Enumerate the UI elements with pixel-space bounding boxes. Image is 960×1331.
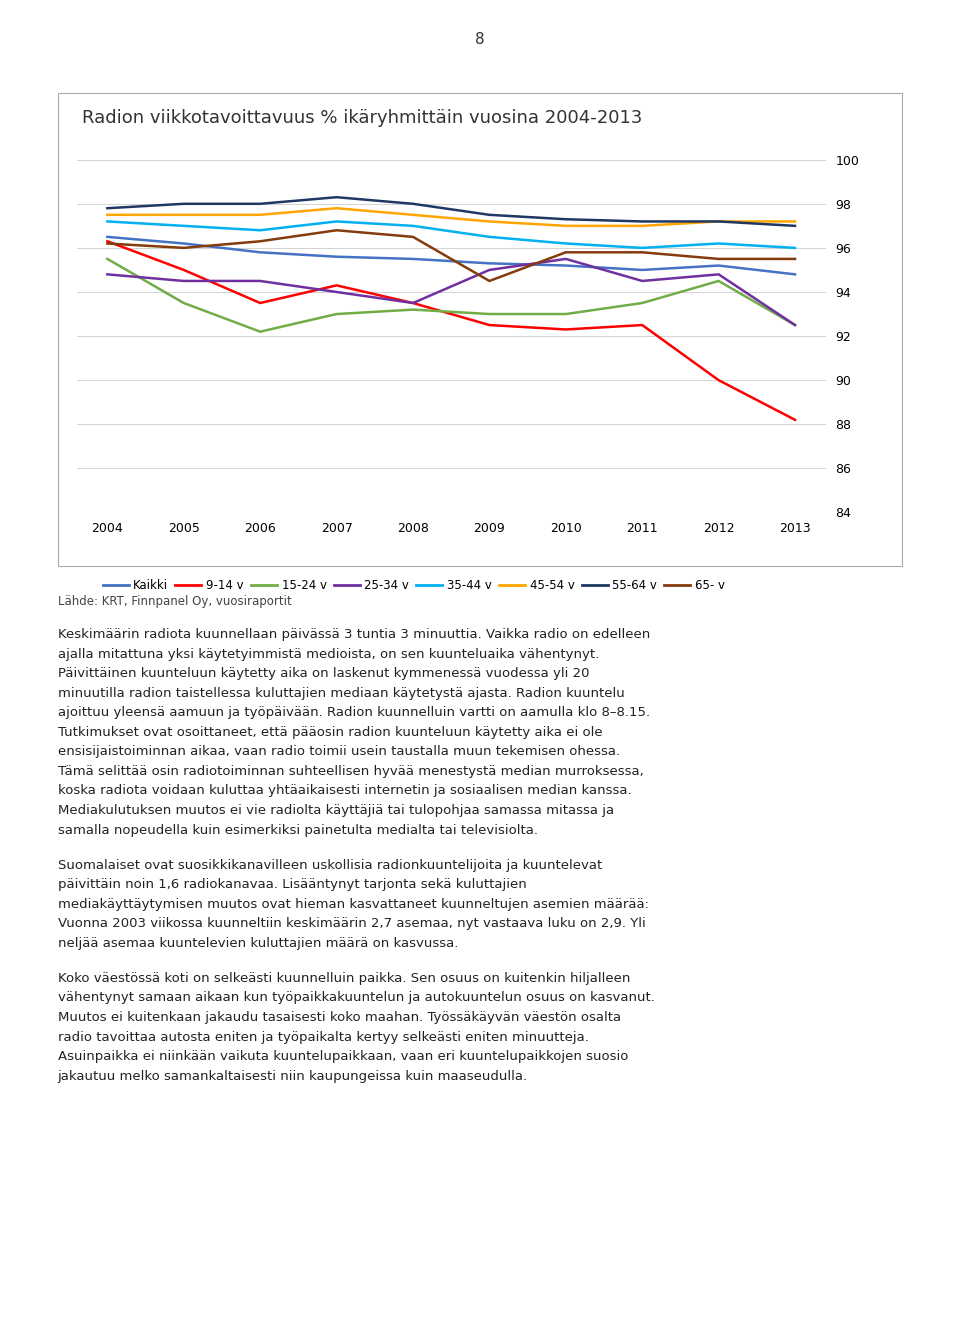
Text: Mediakulutuksen muutos ei vie radiolta käyttäjiä tai tulopohjaa samassa mitassa : Mediakulutuksen muutos ei vie radiolta k…	[58, 804, 613, 817]
Text: minuutilla radion taistellessa kuluttajien mediaan käytetystä ajasta. Radion kuu: minuutilla radion taistellessa kuluttaji…	[58, 687, 624, 700]
Text: Koko väestössä koti on selkeästi kuunnelluin paikka. Sen osuus on kuitenkin hilj: Koko väestössä koti on selkeästi kuunnel…	[58, 972, 630, 985]
Text: Asuinpaikka ei niinkään vaikuta kuuntelupaikkaan, vaan eri kuuntelupaikkojen suo: Asuinpaikka ei niinkään vaikuta kuuntelu…	[58, 1050, 628, 1063]
Text: ensisijaistoiminnan aikaa, vaan radio toimii usein taustalla muun tekemisen ohes: ensisijaistoiminnan aikaa, vaan radio to…	[58, 745, 620, 759]
Text: päivittäin noin 1,6 radiokanavaa. Lisääntynyt tarjonta sekä kuluttajien: päivittäin noin 1,6 radiokanavaa. Lisään…	[58, 878, 526, 892]
Text: Radion viikkotavoittavuus % ikäryhmittäin vuosina 2004-2013: Radion viikkotavoittavuus % ikäryhmittäi…	[82, 109, 642, 128]
Text: Tämä selittää osin radiotoiminnan suhteellisen hyvää menestystä median murrokses: Tämä selittää osin radiotoiminnan suhtee…	[58, 765, 643, 777]
Text: radio tavoittaa autosta eniten ja työpaikalta kertyy selkeästi eniten minuutteja: radio tavoittaa autosta eniten ja työpai…	[58, 1030, 588, 1044]
Text: jakautuu melko samankaltaisesti niin kaupungeissa kuin maaseudulla.: jakautuu melko samankaltaisesti niin kau…	[58, 1070, 528, 1082]
Text: Muutos ei kuitenkaan jakaudu tasaisesti koko maahan. Työssäkäyvän väestön osalta: Muutos ei kuitenkaan jakaudu tasaisesti …	[58, 1012, 621, 1024]
Text: Päivittäinen kuunteluun käytetty aika on laskenut kymmenessä vuodessa yli 20: Päivittäinen kuunteluun käytetty aika on…	[58, 667, 589, 680]
Legend: Kaikki, 9-14 v, 15-24 v, 25-34 v, 35-44 v, 45-54 v, 55-64 v, 65- v: Kaikki, 9-14 v, 15-24 v, 25-34 v, 35-44 …	[98, 575, 730, 598]
Text: ajoittuu yleensä aamuun ja työpäivään. Radion kuunnelluin vartti on aamulla klo : ajoittuu yleensä aamuun ja työpäivään. R…	[58, 707, 650, 719]
Text: koska radiota voidaan kuluttaa yhtäaikaisesti internetin ja sosiaalisen median k: koska radiota voidaan kuluttaa yhtäaikai…	[58, 784, 632, 797]
Text: mediakäyttäytymisen muutos ovat hieman kasvattaneet kuunneltujen asemien määrää:: mediakäyttäytymisen muutos ovat hieman k…	[58, 897, 649, 910]
Text: vähentynyt samaan aikaan kun työpaikkakuuntelun ja autokuuntelun osuus on kasvan: vähentynyt samaan aikaan kun työpaikkaku…	[58, 992, 655, 1005]
Text: ajalla mitattuna yksi käytetyimmistä medioista, on sen kuunteluaika vähentynyt.: ajalla mitattuna yksi käytetyimmistä med…	[58, 648, 599, 660]
Text: Keskimäärin radiota kuunnellaan päivässä 3 tuntia 3 minuuttia. Vaikka radio on e: Keskimäärin radiota kuunnellaan päivässä…	[58, 628, 650, 642]
Text: Lähde: KRT, Finnpanel Oy, vuosiraportit: Lähde: KRT, Finnpanel Oy, vuosiraportit	[58, 595, 291, 608]
Text: Suomalaiset ovat suosikkikanavilleen uskollisia radionkuuntelijoita ja kuuntelev: Suomalaiset ovat suosikkikanavilleen usk…	[58, 858, 602, 872]
Text: neljää asemaa kuuntelevien kuluttajien määrä on kasvussa.: neljää asemaa kuuntelevien kuluttajien m…	[58, 937, 458, 950]
Text: 8: 8	[475, 32, 485, 47]
Text: Tutkimukset ovat osoittaneet, että pääosin radion kuunteluun käytetty aika ei ol: Tutkimukset ovat osoittaneet, että pääos…	[58, 725, 602, 739]
Text: samalla nopeudella kuin esimerkiksi painetulta medialta tai televisiolta.: samalla nopeudella kuin esimerkiksi pain…	[58, 824, 538, 836]
Text: Vuonna 2003 viikossa kuunneltiin keskimäärin 2,7 asemaa, nyt vastaava luku on 2,: Vuonna 2003 viikossa kuunneltiin keskimä…	[58, 917, 645, 930]
